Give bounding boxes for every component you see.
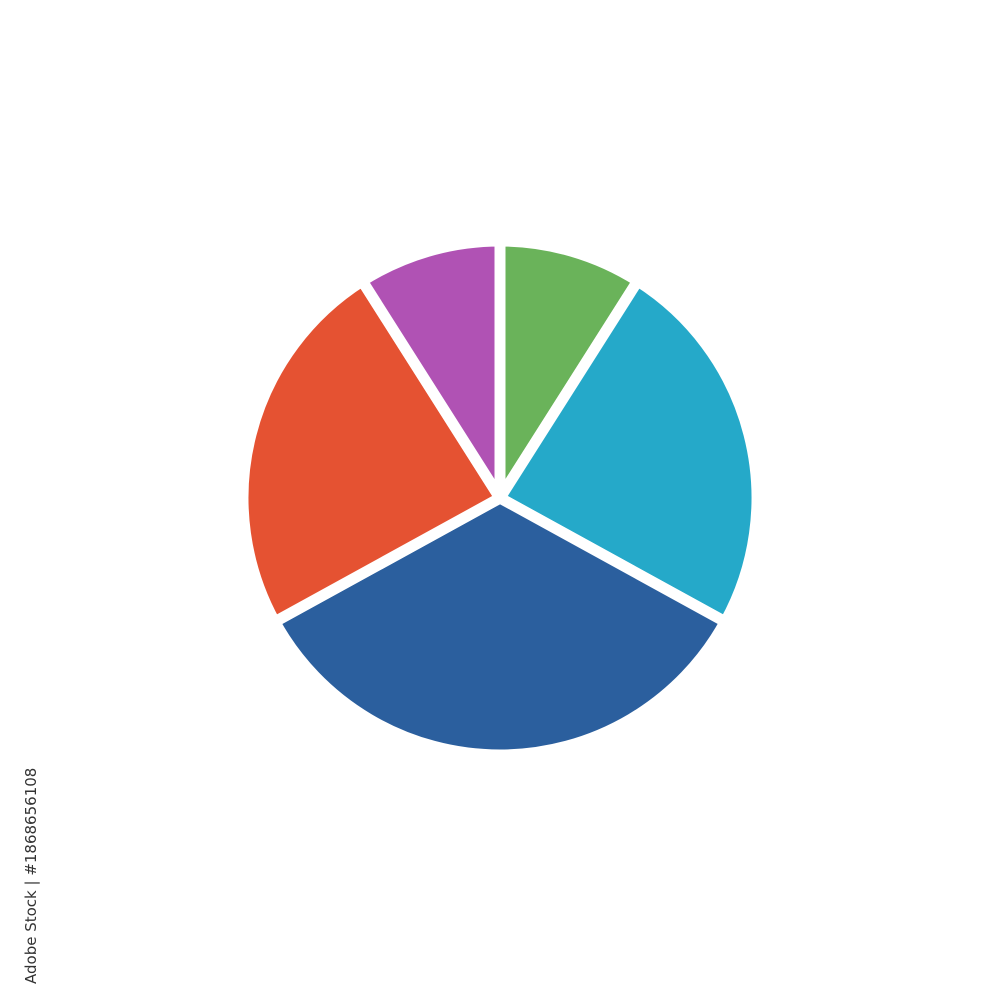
pie-slice-4: [237, 275, 506, 628]
pie-slice-5: [356, 235, 506, 504]
pie-slice-2: [494, 275, 763, 628]
stock-credit: Adobe Stock | #1868656108: [22, 767, 40, 984]
